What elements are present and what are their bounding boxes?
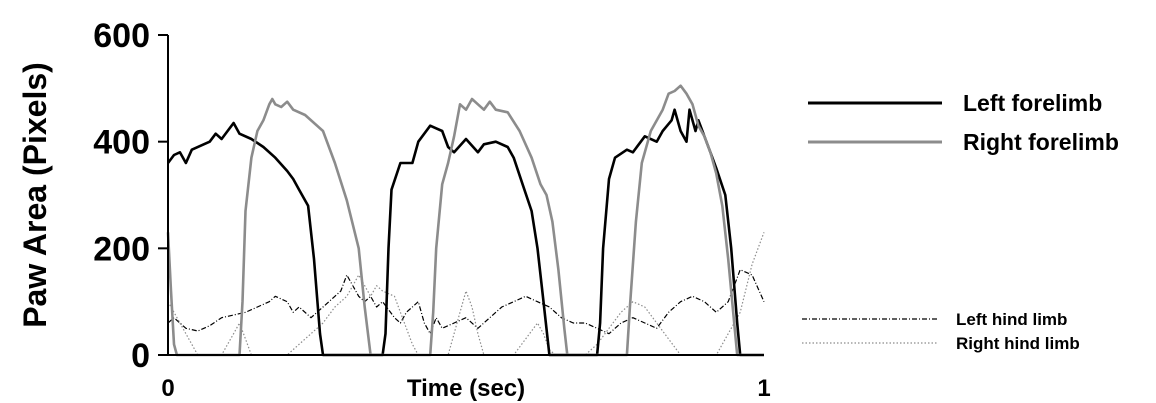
legend-label-left-hind-limb: Left hind limb [956,310,1067,329]
series-line-right-forelimb [166,84,764,357]
axes [167,35,764,356]
x-tick-label: 1 [757,375,770,402]
y-tick-label: 0 [131,337,150,375]
y-tick-label: 200 [93,230,150,268]
y-tick-label: 600 [93,17,150,55]
x-tick-label: 0 [161,375,174,402]
series-line-left-forelimb [166,108,764,357]
legend-label-right-hind-limb: Right hind limb [956,334,1080,353]
legend-label-right-forelimb: Right forelimb [963,129,1119,155]
legend-label-left-forelimb: Left forelimb [963,90,1102,116]
series-line-right-hind-limb [167,232,765,356]
y-tick-label: 400 [93,124,150,162]
y-ticks: 0 200 400 600 [93,17,168,375]
y-axis-title: Paw Area (Pixels) [17,62,53,328]
series-line-left-hind-limb [167,269,765,335]
x-axis-title: Time (sec) [407,375,525,402]
plot-lines [166,84,765,357]
legend: Left forelimb Right forelimb Left hind lim… [802,90,1119,353]
